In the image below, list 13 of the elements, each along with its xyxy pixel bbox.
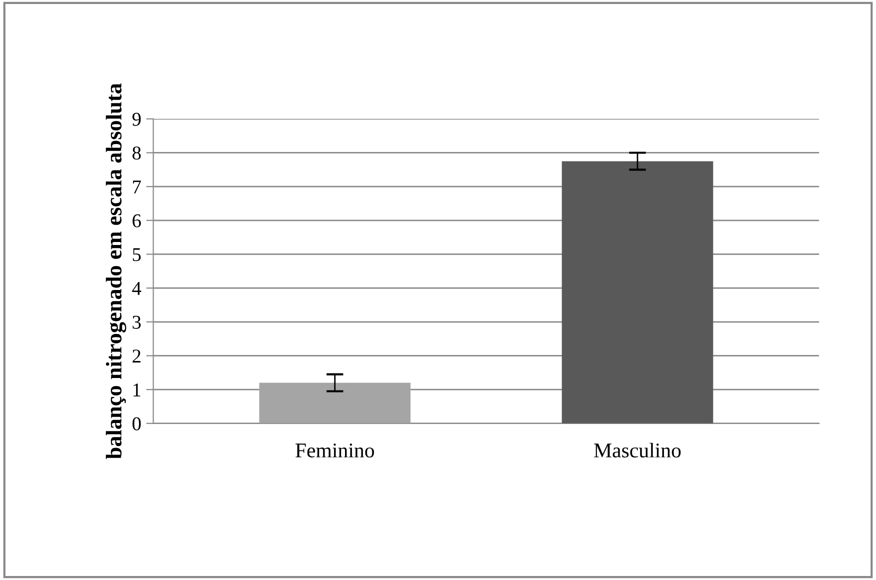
y-tick-label: 3 (132, 316, 141, 329)
y-axis-title: balanço nitrogenado em escala absoluta (106, 83, 126, 459)
y-tick-label: 8 (132, 146, 141, 160)
x-tick-label: Feminino (296, 444, 374, 458)
y-tick-label: 1 (133, 383, 140, 396)
y-tick-label: 4 (132, 282, 142, 295)
y-tick-label: 5 (132, 248, 141, 262)
y-tick-label: 0 (132, 417, 141, 430)
x-tick-label: Masculino (594, 442, 681, 458)
y-tick-label: 9 (132, 112, 141, 126)
y-tick-label: 6 (132, 214, 141, 228)
y-tick-label: 7 (133, 180, 141, 194)
y-tick-label: 2 (132, 350, 140, 362)
